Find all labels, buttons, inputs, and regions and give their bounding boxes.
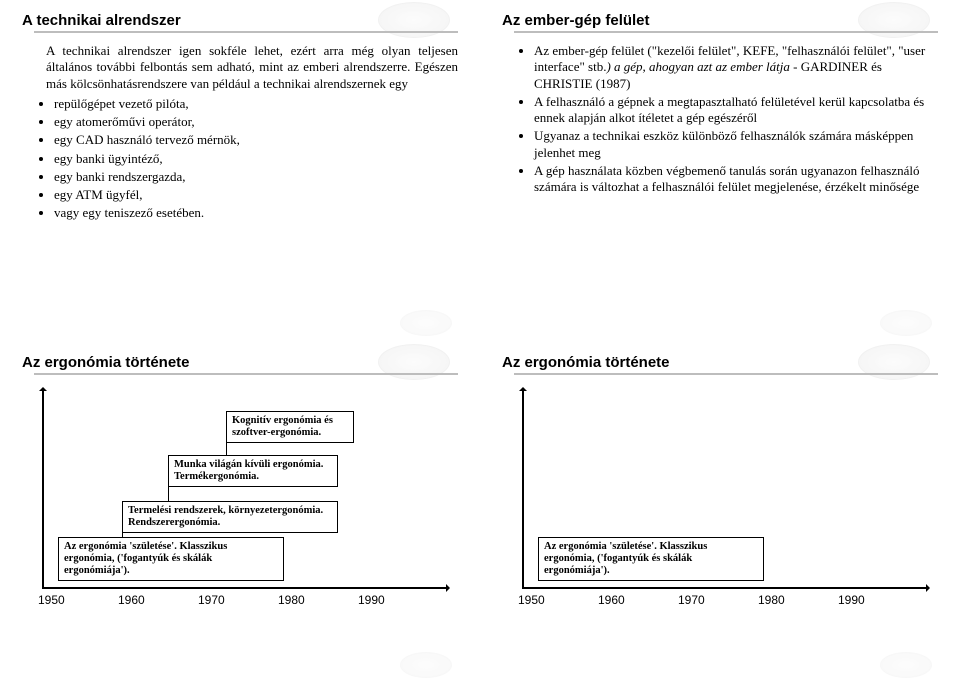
- y-axis: [522, 389, 524, 589]
- slide-content: Az ember-gép felület ("kezelői felület",…: [502, 43, 938, 195]
- text-italic: ) a gép, ahogyan azt az ember látja: [606, 59, 789, 74]
- x-tick: 1970: [198, 593, 278, 607]
- x-tick: 1980: [758, 593, 838, 607]
- y-axis: [42, 389, 44, 589]
- text: A gép használata közben végbemenő tanulá…: [534, 163, 920, 194]
- slide-human-machine-ui: Az ember-gép felület Az ember-gép felüle…: [480, 0, 960, 342]
- x-axis: [522, 587, 928, 589]
- x-tick-labels: 1950 1960 1970 1980 1990: [518, 593, 928, 607]
- bullet-list: repülőgépet vezető pilóta, egy atomerőmű…: [40, 96, 458, 222]
- list-item: egy ATM ügyfél,: [54, 187, 458, 203]
- timeline-box: Munka világán kívüli ergonómia. Terméker…: [168, 455, 338, 487]
- slide-content: A technikai alrendszer igen sokféle lehe…: [22, 43, 458, 222]
- slide-title: Az ergonómia története: [502, 354, 938, 371]
- watermark-ellipse-icon: [400, 652, 452, 678]
- x-tick: 1970: [678, 593, 758, 607]
- list-item: vagy egy teniszező esetében.: [54, 205, 458, 221]
- slide-techsubsystem: A technikai alrendszer A technikai alren…: [0, 0, 480, 342]
- list-item: A felhasználó a gépnek a megtapasztalhat…: [534, 94, 938, 127]
- x-axis: [42, 587, 448, 589]
- x-tick: 1950: [38, 593, 118, 607]
- x-tick: 1950: [518, 593, 598, 607]
- timeline-box: Az ergonómia 'születése'. Klasszikus erg…: [538, 537, 764, 581]
- timeline-box: Termelési rendszerek, környezetergonómia…: [122, 501, 338, 533]
- watermark-ellipse-icon: [400, 310, 452, 336]
- x-tick: 1960: [598, 593, 678, 607]
- slide-history-first: Az ergonómia története Az ergonómia 'szü…: [480, 342, 960, 684]
- x-tick: 1990: [358, 593, 438, 607]
- list-item: Ugyanaz a technikai eszköz különböző fel…: [534, 128, 938, 161]
- timeline-box: Kognitív ergonómia és szoftver-ergonómia…: [226, 411, 354, 443]
- text: Ugyanaz a technikai eszköz különböző fel…: [534, 128, 913, 159]
- x-tick: 1980: [278, 593, 358, 607]
- list-item: Az ember-gép felület ("kezelői felület",…: [534, 43, 938, 92]
- list-item: repülőgépet vezető pilóta,: [54, 96, 458, 112]
- timeline-chart: Az ergonómia 'születése'. Klasszikus erg…: [38, 389, 448, 605]
- slide-title: Az ergonómia története: [22, 354, 458, 371]
- list-item: A gép használata közben végbemenő tanulá…: [534, 163, 938, 196]
- list-item: egy atomerőművi operátor,: [54, 114, 458, 130]
- list-item: egy banki rendszergazda,: [54, 169, 458, 185]
- bullet-list: Az ember-gép felület ("kezelői felület",…: [520, 43, 938, 195]
- watermark-ellipse-icon: [880, 310, 932, 336]
- list-item: egy CAD használó tervező mérnök,: [54, 132, 458, 148]
- text: A felhasználó a gépnek a megtapasztalhat…: [534, 94, 924, 125]
- x-tick-labels: 1950 1960 1970 1980 1990: [38, 593, 448, 607]
- slide-title: A technikai alrendszer: [22, 12, 458, 29]
- x-tick: 1960: [118, 593, 198, 607]
- timeline-chart: Az ergonómia 'születése'. Klasszikus erg…: [518, 389, 928, 605]
- timeline-box: Az ergonómia 'születése'. Klasszikus erg…: [58, 537, 284, 581]
- intro-para: A technikai alrendszer igen sokféle lehe…: [46, 43, 458, 92]
- watermark-ellipse-icon: [880, 652, 932, 678]
- slide-history-full: Az ergonómia története Az ergonómia 'szü…: [0, 342, 480, 684]
- x-tick: 1990: [838, 593, 918, 607]
- list-item: egy banki ügyintéző,: [54, 151, 458, 167]
- slide-title: Az ember-gép felület: [502, 12, 938, 29]
